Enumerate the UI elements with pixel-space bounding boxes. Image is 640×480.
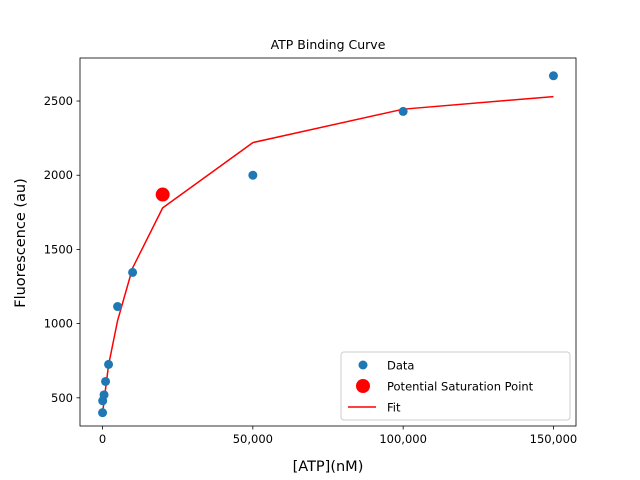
legend: Data Potential Saturation Point Fit <box>340 351 571 421</box>
chart-title: ATP Binding Curve <box>271 37 386 52</box>
y-tick-label: 1500 <box>44 242 73 256</box>
y-tick-label: 2500 <box>44 94 73 108</box>
data-point <box>101 376 111 386</box>
x-tick-label: 0 <box>99 432 106 446</box>
y-axis-ticks: 500 1000 1500 2000 2500 <box>44 94 80 405</box>
x-axis-ticks: 0 50,000 100,000 150,000 <box>99 426 577 446</box>
legend-label-fit: Fit <box>387 401 401 415</box>
data-point <box>99 390 109 400</box>
data-point <box>113 302 123 312</box>
data-point <box>398 106 408 116</box>
plot-area <box>98 71 558 418</box>
legend-label-data: Data <box>387 359 414 373</box>
x-tick-label: 50,000 <box>233 432 273 446</box>
data-point <box>98 408 108 418</box>
legend-label-saturation: Potential Saturation Point <box>387 380 534 394</box>
y-tick-label: 1000 <box>44 317 73 331</box>
y-axis-label: Fluorescence (au) <box>13 178 29 308</box>
data-point <box>104 359 114 369</box>
y-tick-label: 2000 <box>44 168 73 182</box>
legend-marker-saturation <box>356 379 370 393</box>
legend-box <box>340 351 571 421</box>
x-axis-label: [ATP](nM) <box>293 459 364 475</box>
x-tick-label: 100,000 <box>379 432 427 446</box>
axes-frame <box>79 57 577 427</box>
saturation-point <box>155 187 170 202</box>
x-tick-label: 150,000 <box>530 432 578 446</box>
y-tick-label: 500 <box>51 391 73 405</box>
data-point <box>248 170 258 180</box>
data-point <box>128 267 138 277</box>
data-point <box>548 71 558 81</box>
legend-marker-data <box>358 360 368 370</box>
